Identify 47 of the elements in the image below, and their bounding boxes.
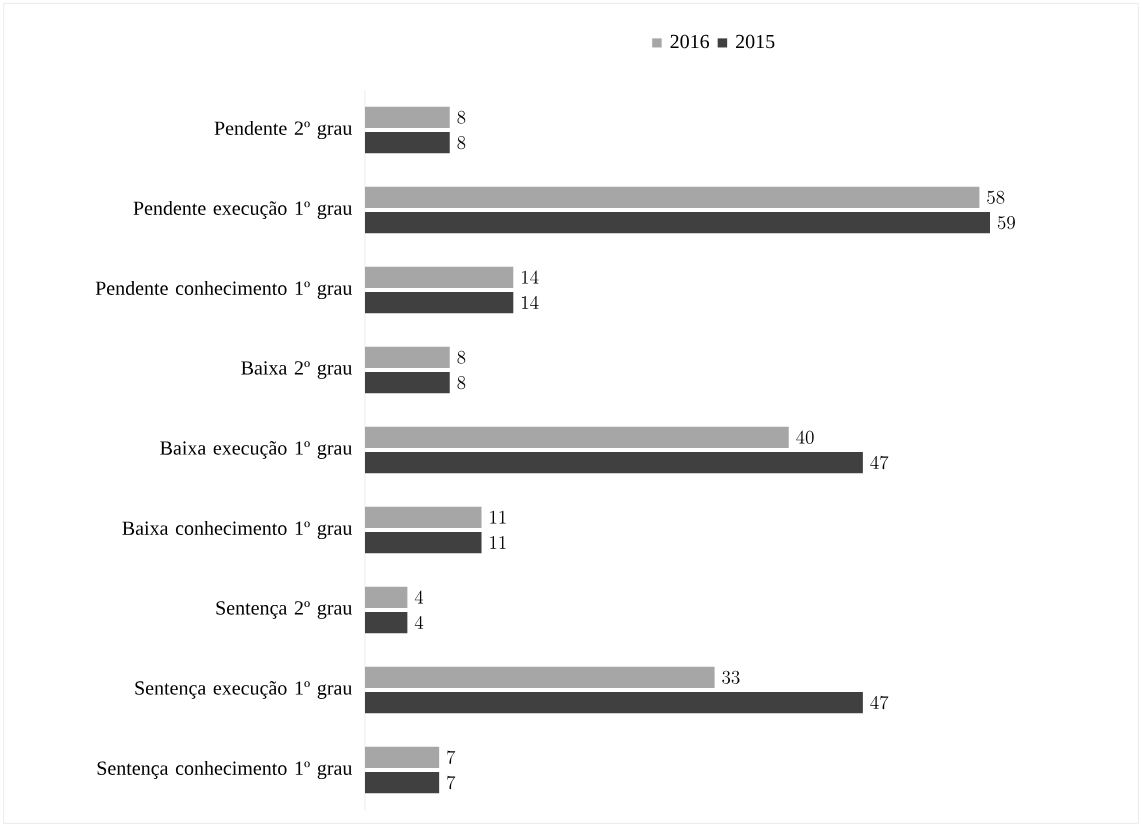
data-label: 4	[414, 615, 424, 629]
data-label: 47	[870, 455, 889, 470]
data-label: 58	[987, 190, 1005, 204]
bar	[365, 771, 440, 794]
bar	[365, 692, 863, 714]
y-tick-label: Baixa execução 1º grau	[160, 441, 353, 459]
data-label: 33	[722, 670, 740, 684]
bar	[365, 292, 514, 314]
data-label: 14	[521, 270, 539, 284]
data-label: 8	[457, 376, 466, 390]
legend-label: 2015	[736, 34, 775, 49]
data-label: 47	[870, 695, 889, 710]
data-label: 7	[447, 775, 456, 790]
data-label: 8	[457, 136, 466, 150]
bar	[365, 746, 440, 768]
bar	[365, 106, 450, 128]
y-tick-label: Baixa conhecimento 1º grau	[122, 520, 353, 540]
data-label: 11	[490, 536, 506, 549]
data-label: 59	[997, 216, 1015, 230]
y-tick-label: Sentença conhecimento 1º grau	[97, 760, 353, 780]
bar	[365, 186, 980, 208]
y-tick-label: Sentença execução 1º grau	[135, 681, 353, 699]
bar	[365, 532, 482, 554]
legend-label: 2016	[670, 34, 710, 49]
bar	[365, 346, 450, 368]
bar	[365, 372, 450, 394]
bar	[365, 426, 789, 448]
data-label: 8	[457, 350, 466, 364]
bar	[365, 612, 408, 634]
bar	[365, 132, 450, 154]
data-label: 7	[447, 750, 456, 764]
bar	[365, 266, 514, 288]
data-label: 40	[796, 430, 814, 444]
data-label: 4	[414, 590, 424, 604]
data-label: 14	[521, 295, 539, 309]
data-label: 8	[457, 110, 466, 124]
bar	[365, 452, 863, 474]
data-label: 11	[490, 510, 506, 524]
y-tick-label: Pendente execução 1º grau	[133, 200, 353, 220]
y-tick-label: Baixa 2º grau	[241, 361, 353, 379]
y-tick-label: Pendente 2º grau	[214, 120, 353, 140]
bar	[365, 506, 482, 528]
bar	[365, 666, 715, 688]
y-tick-label: Pendente conhecimento 1º grau	[95, 280, 353, 300]
bar	[365, 586, 408, 608]
bar	[365, 212, 990, 234]
y-tick-label: Sentença 2º grau	[216, 601, 353, 619]
